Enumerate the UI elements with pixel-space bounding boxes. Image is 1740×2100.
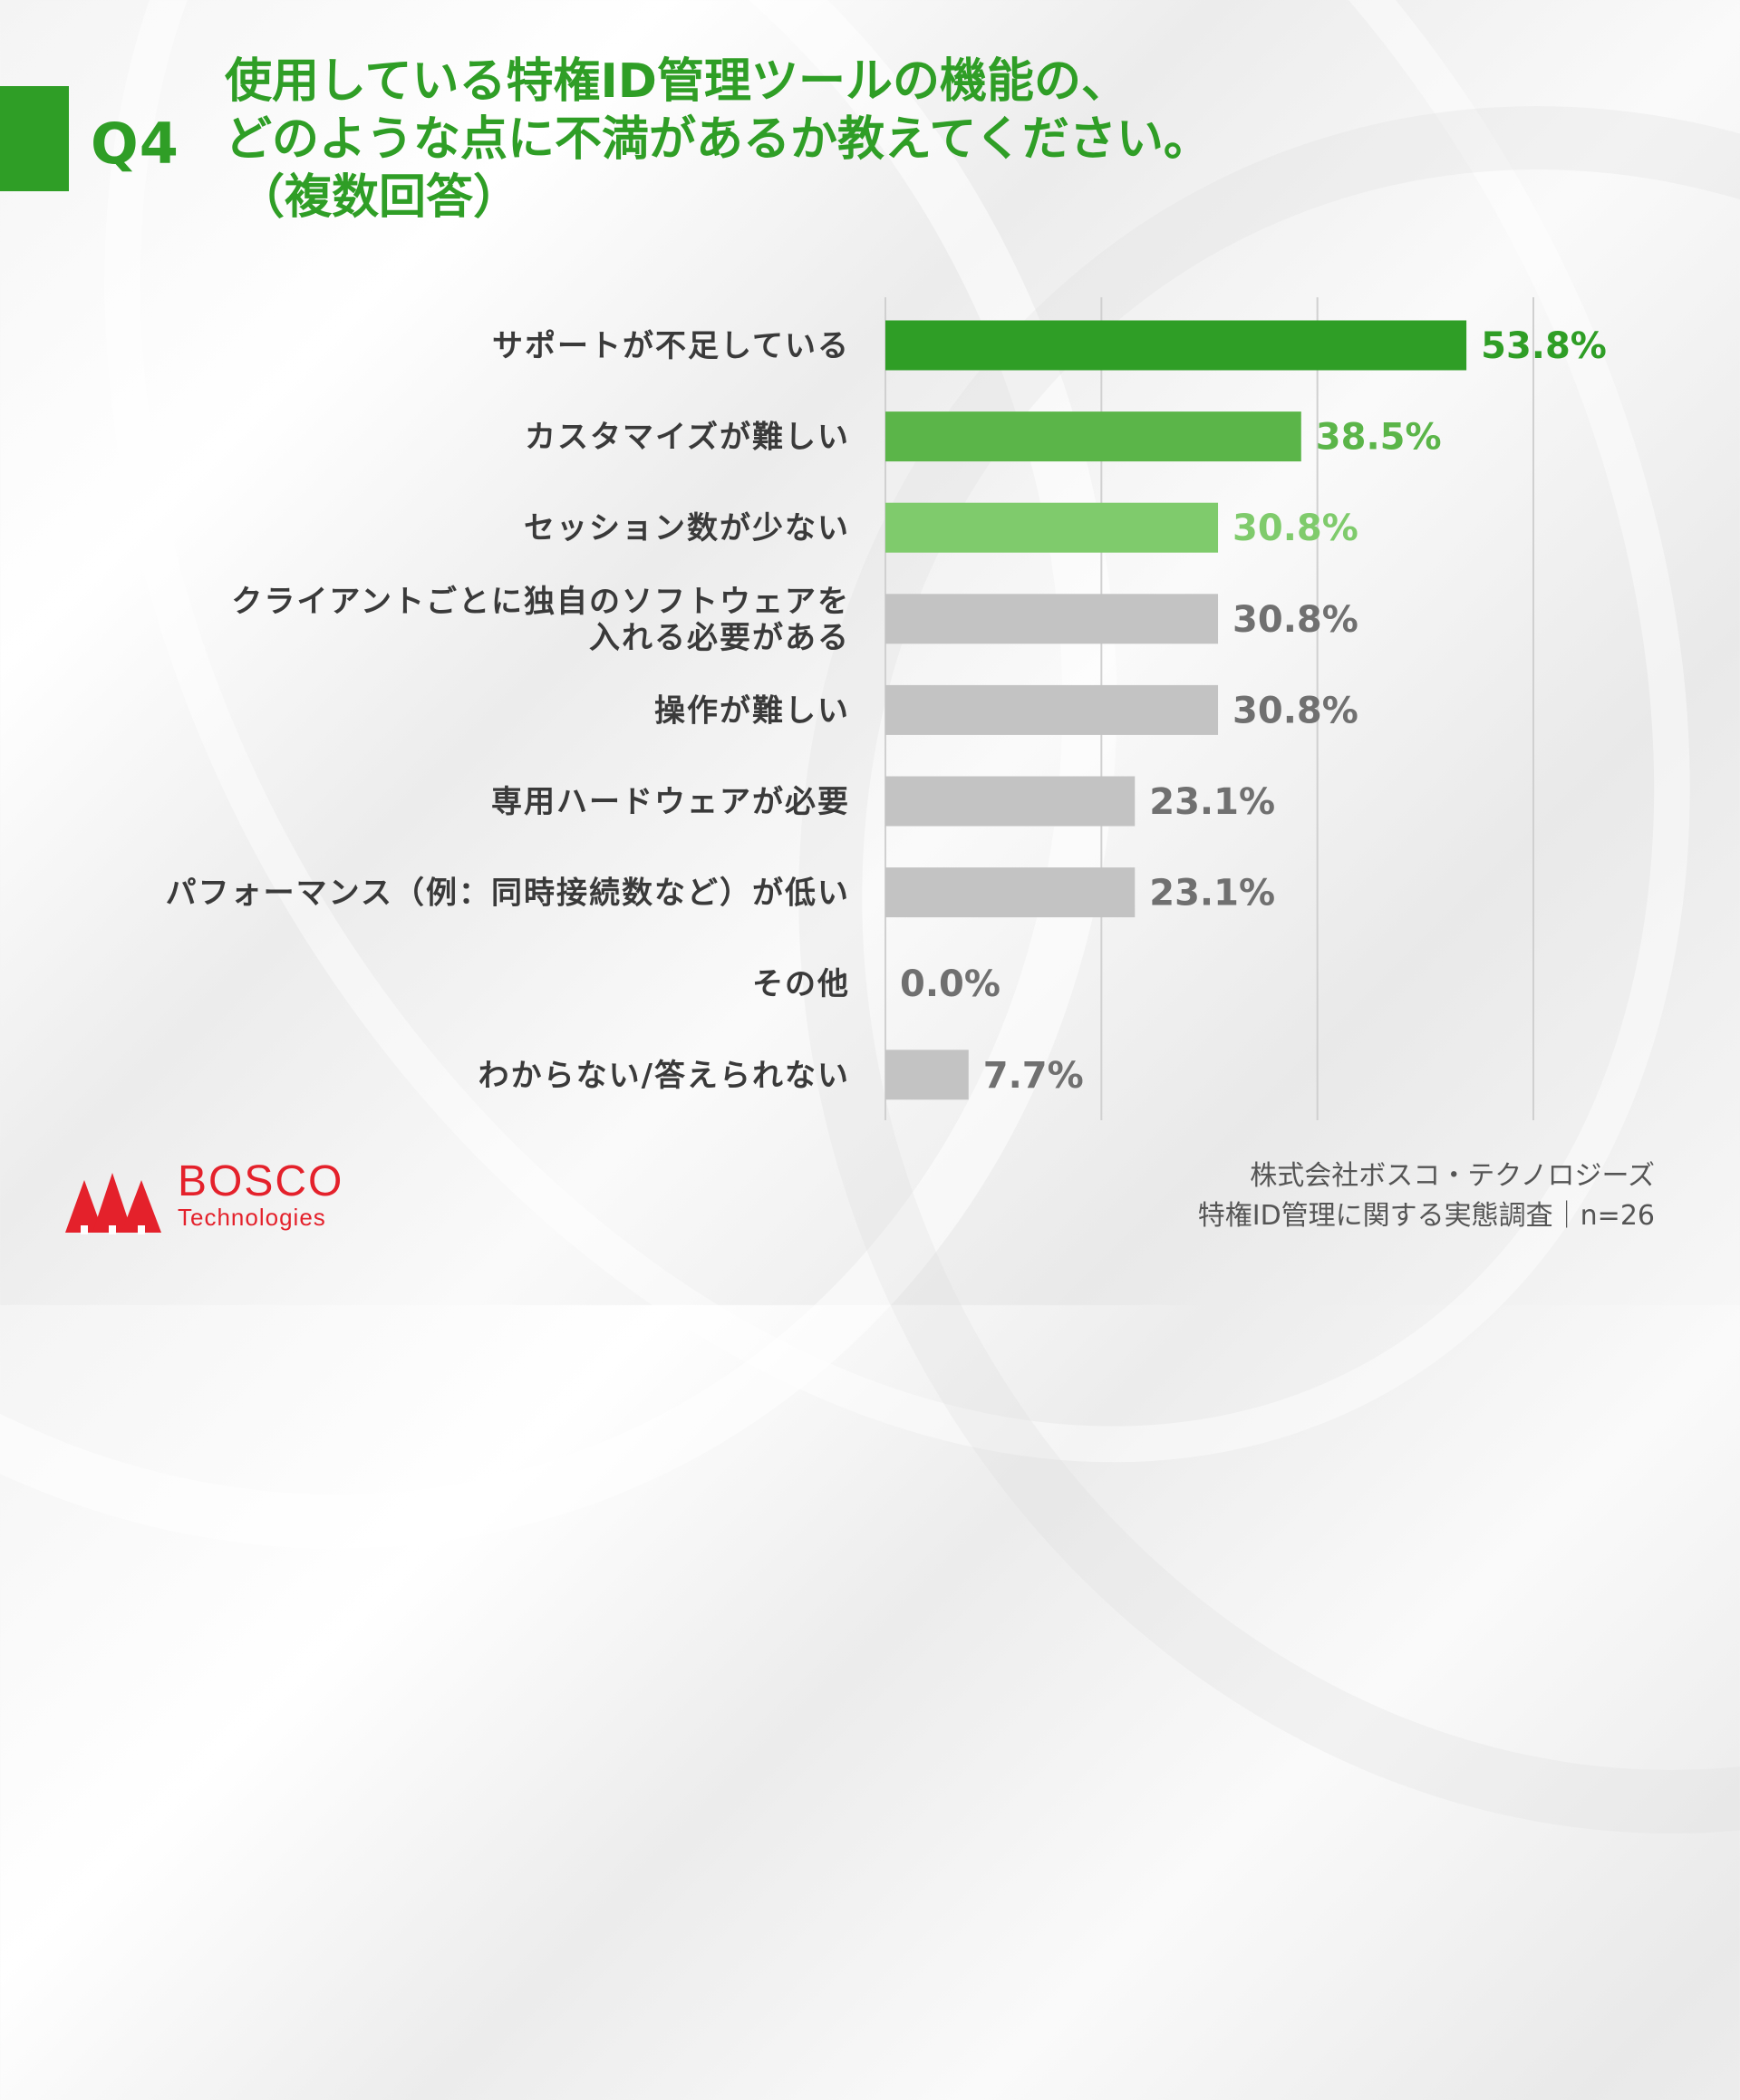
bar [885, 867, 1136, 918]
title-line: （複数回答） [237, 170, 521, 225]
bar [885, 684, 1219, 735]
category-label: 入れる必要がある [589, 620, 850, 656]
data-label: 30.8% [1232, 599, 1358, 641]
category-label: パフォーマンス（例：同時接続数など）が低い [166, 876, 850, 912]
bar [885, 320, 1467, 371]
logo-name: BOSCO [178, 1157, 344, 1205]
bar [885, 502, 1219, 553]
source-company: 株式会社ボスコ・テクノロジーズ [1250, 1160, 1655, 1192]
bar [885, 594, 1219, 644]
bar [885, 411, 1301, 462]
source-survey: 特権ID管理に関する実態調査｜n=26 [1197, 1200, 1655, 1232]
page-title: 使用している特権ID管理ツールの機能の、 どのような点に不満があるか教えてくださ… [225, 53, 1211, 227]
category-label: わからない/答えられない [478, 1058, 850, 1094]
category-label: 専用ハードウェアが必要 [491, 784, 850, 820]
category-label: サポートが不足している [492, 328, 850, 364]
title-line: 使用している特権ID管理ツールの機能の、 [225, 54, 1128, 109]
question-accent-bar [0, 86, 69, 191]
data-label: 23.1% [1149, 873, 1275, 915]
title-line: どのような点に不満があるか教えてください。 [225, 112, 1211, 167]
category-label: カスタマイズが難しい [525, 420, 850, 456]
category-label: 操作が難しい [654, 692, 850, 729]
data-label: 30.8% [1232, 508, 1358, 549]
data-label: 0.0% [900, 963, 1000, 1005]
category-label: クライアントごとに独自のソフトウェアを [231, 584, 850, 620]
category-label: セッション数が少ない [524, 510, 850, 547]
bar-chart: 53.8% サポートが不足している 38.5% カスタマイズが難しい 30.8% セッショ… [166, 297, 1607, 1120]
data-label: 38.5% [1316, 417, 1442, 459]
logo-subtitle: Technologies [178, 1204, 326, 1231]
data-label: 30.8% [1232, 690, 1358, 731]
category-label: その他 [752, 966, 850, 1002]
source-note: 株式会社ボスコ・テクノロジーズ 特権ID管理に関する実態調査｜n=26 [1198, 1156, 1655, 1236]
bar [885, 776, 1136, 827]
bar [885, 1050, 969, 1100]
data-label: 23.1% [1149, 781, 1275, 823]
data-label: 7.7% [983, 1055, 1084, 1097]
data-label: 53.8% [1481, 325, 1607, 367]
bosco-logo-icon [65, 1173, 161, 1234]
question-number: Q4 [91, 111, 179, 177]
